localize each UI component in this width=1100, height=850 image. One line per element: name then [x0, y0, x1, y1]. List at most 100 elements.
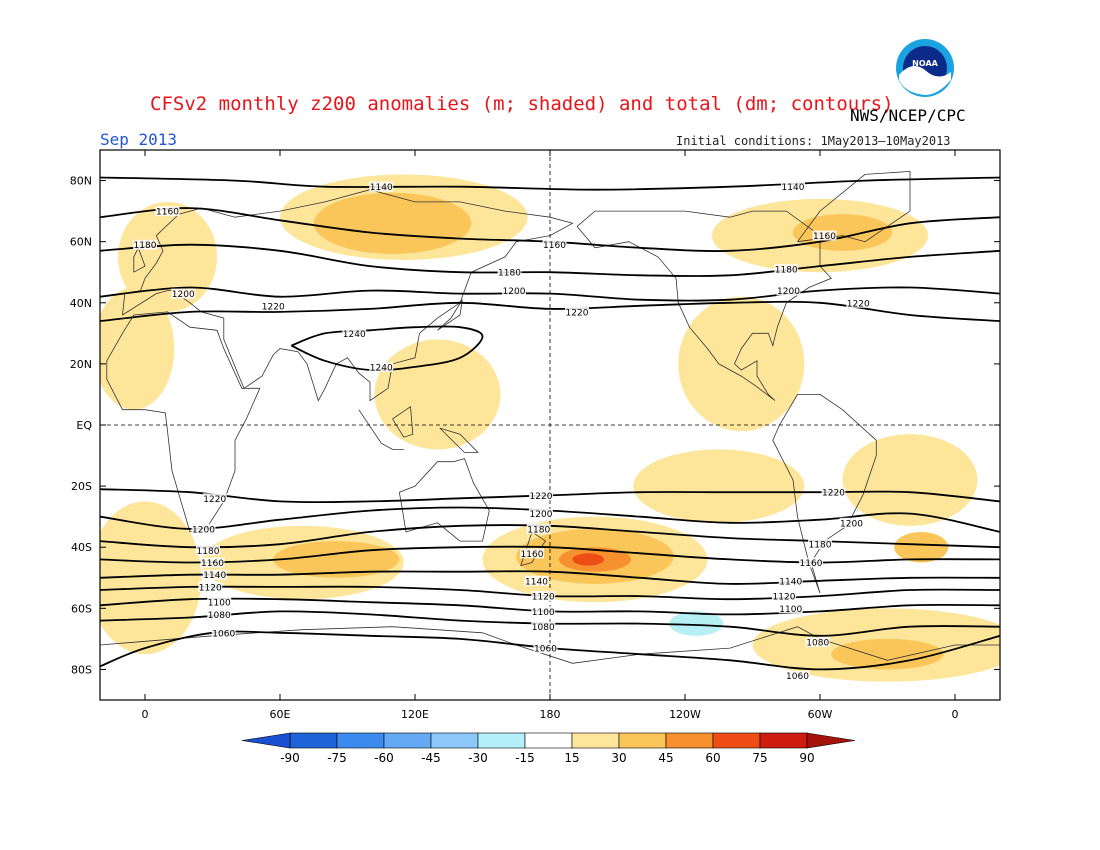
lat-tick-label: EQ [76, 419, 92, 432]
contour-label-bg [805, 636, 830, 647]
contour-label: 1080 [532, 623, 555, 633]
colorbar-tick-label: -15 [515, 751, 535, 765]
lat-tick-label: 40S [71, 541, 92, 554]
lat-tick-label: 20N [70, 358, 92, 371]
anomaly-region-pos30 [894, 531, 949, 563]
contour-label-bg [808, 539, 832, 550]
contour-label: 1080 [806, 638, 829, 648]
contour-label-bg [524, 575, 549, 586]
colorbar-tick-label: 30 [611, 751, 626, 765]
contour-label: 1220 [822, 489, 845, 499]
colorbar-cell [571, 732, 620, 749]
lon-tick-label: 0 [142, 708, 149, 721]
contour-label: 1140 [779, 577, 802, 587]
contour-label-bg [520, 548, 544, 559]
contour-label-bg [542, 239, 567, 250]
contour-label: 1180 [134, 241, 157, 251]
colorbar-tick-label: -75 [327, 751, 347, 765]
contour-label: 1220 [262, 302, 285, 312]
contour-label-bg [198, 581, 223, 592]
contour-label: 1100 [208, 599, 231, 609]
contour-label: 1220 [203, 495, 226, 505]
contour-label-bg [369, 361, 394, 372]
contour-label-bg [202, 569, 227, 580]
contour-label-bg [531, 606, 556, 617]
contour-label: 1200 [530, 510, 553, 520]
lon-tick-label: 180 [540, 708, 561, 721]
contour-label-bg [778, 575, 803, 586]
contour-label-bg [531, 621, 556, 632]
colorbar-cell [430, 732, 479, 749]
contour-1200 [100, 286, 1000, 302]
contour-label-bg [261, 300, 286, 311]
colorbar-cell [336, 732, 385, 749]
colorbar-tick-label: -45 [421, 751, 441, 765]
colorbar-cell [477, 732, 526, 749]
lat-tick-label: 80S [71, 663, 92, 676]
lat-tick-label: 20S [71, 480, 92, 493]
coastline [437, 299, 463, 331]
anomaly-region-pos15 [842, 434, 978, 526]
contour-label-bg [776, 285, 801, 296]
contour-label-bg [529, 490, 553, 501]
colorbar-cell [759, 732, 808, 749]
contour-label-bg [839, 517, 864, 528]
contour-label: 1200 [192, 525, 215, 535]
coastlines [100, 170, 1000, 700]
contour-label: 1240 [370, 363, 393, 373]
colorbar-low-arrow [241, 732, 291, 749]
coastline [392, 405, 414, 438]
contour-1160 [100, 545, 1000, 564]
colorbar-cell [665, 732, 714, 749]
contour-label-bg [342, 328, 367, 339]
contour-label: 1160 [813, 232, 836, 242]
contour-label: 1120 [199, 583, 222, 593]
contour-label: 1140 [203, 571, 226, 581]
contour-label-bg [526, 523, 551, 534]
contour-label: 1220 [530, 492, 553, 502]
contour-label: 1220 [566, 308, 589, 318]
contour-label: 1060 [786, 672, 809, 682]
colorbar: -90 -75 -60 -45 -30 -15 15 30 45 60 75 90 [241, 732, 856, 765]
colorbar-tick-label: -90 [280, 751, 300, 765]
coastline [358, 409, 404, 450]
lat-tick-label: 60S [71, 602, 92, 615]
axis-ticks: 80N 60N 40N 20N EQ 20S 40S 60S 80S 0 60E 120E 180 120… [70, 150, 1000, 721]
contour-label: 1200 [172, 290, 195, 300]
colorbar-tick-label: -30 [468, 751, 488, 765]
anomaly-region-neg15 [669, 611, 724, 636]
contour-label-bg [497, 267, 522, 278]
contour-label: 1240 [343, 330, 366, 340]
contour-1140 [100, 570, 1000, 585]
contour-label: 1200 [777, 287, 800, 297]
contour-label-bg [772, 591, 796, 602]
contour-label: 1160 [201, 559, 224, 569]
anomaly-region-pos15 [633, 449, 805, 523]
contour-label-bg [812, 230, 837, 241]
anomaly-region-pos60 [572, 553, 604, 566]
contour-label-bg [155, 206, 180, 217]
coastline [772, 394, 877, 594]
colorbar-cell [289, 732, 338, 749]
contour-label: 1180 [809, 541, 832, 551]
anomaly-region-pos15 [100, 501, 202, 655]
contour-label: 1120 [532, 593, 555, 603]
contour-label-bg [200, 557, 225, 568]
contour-label: 1180 [527, 525, 550, 535]
contour-label-bg [533, 643, 558, 654]
contour-label: 1180 [197, 547, 220, 557]
contour-label: 1180 [498, 269, 521, 279]
colorbar-tick-label: 15 [564, 751, 579, 765]
lon-tick-label: 0 [952, 708, 959, 721]
coastline [576, 210, 832, 401]
contour-label: 1100 [532, 608, 555, 618]
colorbar-high-arrow [806, 732, 856, 749]
lat-tick-label: 60N [70, 236, 92, 249]
colorbar-cell [383, 732, 432, 749]
anomaly-region-pos15 [678, 296, 805, 432]
contour-label-bg [565, 306, 589, 317]
colorbar-cell [524, 732, 573, 749]
contour-label: 1060 [534, 645, 557, 655]
coastline [439, 427, 479, 453]
